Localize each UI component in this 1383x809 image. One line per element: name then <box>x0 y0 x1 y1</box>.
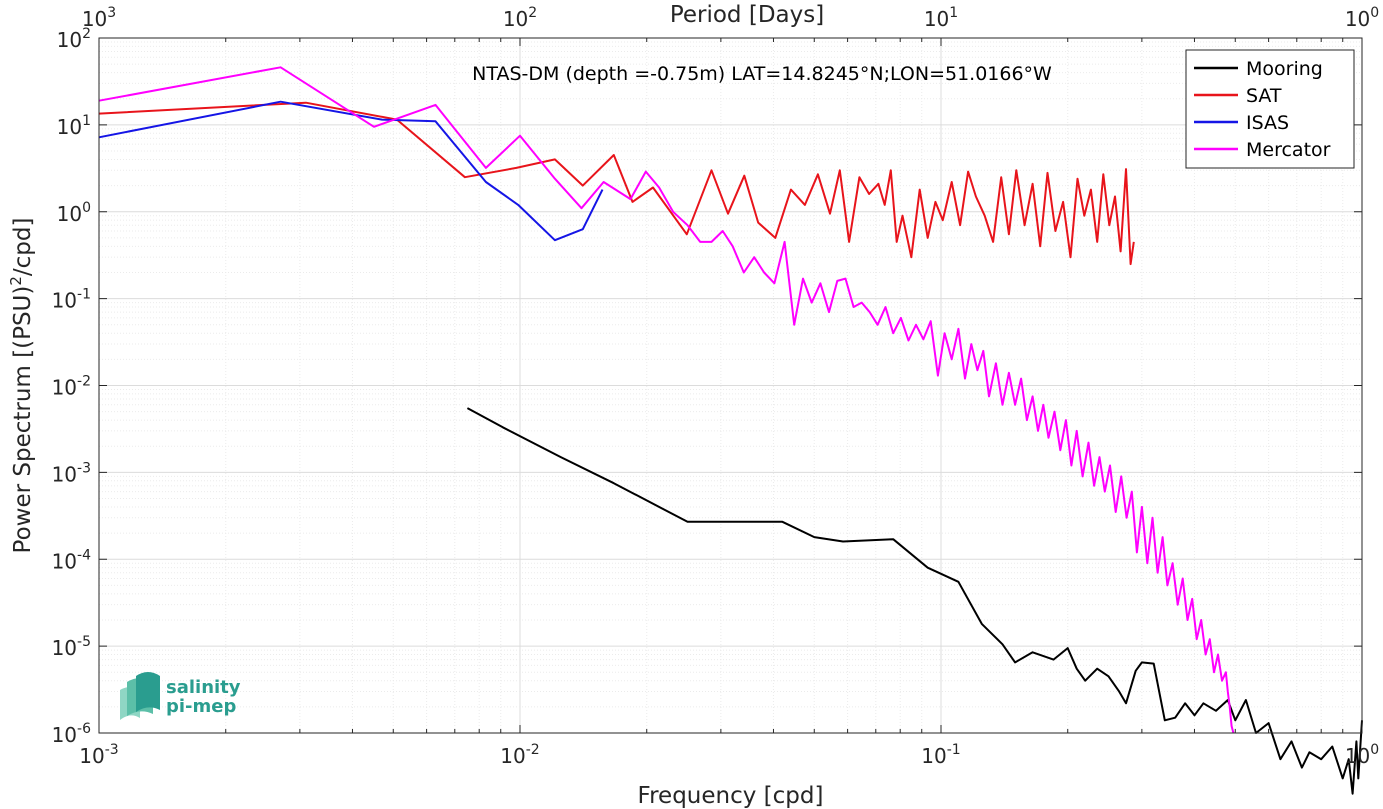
x-axis-label: Frequency [cpd] <box>638 783 824 809</box>
y-tick-label: 10-5 <box>52 634 91 660</box>
series-line-mercator <box>98 66 1235 734</box>
x-tick-label: 10-3 <box>79 742 118 768</box>
y-tick-label: 102 <box>57 26 91 52</box>
x-tick-label: 10-1 <box>921 742 960 768</box>
logo-text-line2: pi-mep <box>166 696 236 717</box>
legend-label-mooring: Mooring <box>1246 58 1323 80</box>
grid-layer <box>98 38 1362 734</box>
top-tick-label: 101 <box>924 5 958 31</box>
label-layer: Frequency [cpd] Period [Days] Power Spec… <box>7 2 1052 809</box>
salinity-pi-mep-logo: salinity pi-mep <box>120 672 241 720</box>
series-line-sat <box>98 101 1135 266</box>
top-tick-label: 100 <box>1345 5 1379 31</box>
y-tick-label: 10-6 <box>52 721 92 747</box>
series-layer <box>98 66 1363 795</box>
legend-label-mercator: Mercator <box>1246 139 1331 161</box>
y-tick-label: 10-4 <box>52 547 92 573</box>
y-tick-label: 101 <box>57 113 91 139</box>
logo-waves-icon <box>120 672 160 720</box>
x-tick-label: 100 <box>1345 742 1379 768</box>
logo-text-line1: salinity <box>166 677 241 698</box>
y-tick-label: 10-2 <box>52 374 91 400</box>
y-axis-label: Power Spectrum [(PSU)2/cpd] <box>7 218 36 554</box>
x-tick-label: 10-2 <box>500 742 539 768</box>
series-line-isas <box>98 100 604 242</box>
top-axis-label: Period [Days] <box>670 2 824 28</box>
legend-label-isas: ISAS <box>1246 112 1289 134</box>
y-tick-label: 100 <box>57 200 91 226</box>
series-line-mooring <box>466 407 1363 795</box>
chart-annotation: NTAS-DM (depth =-0.75m) LAT=14.8245°N;LO… <box>472 63 1052 85</box>
legend-label-sat: SAT <box>1246 85 1282 107</box>
y-tick-label: 10-1 <box>52 287 91 313</box>
y-tick-label: 10-3 <box>52 460 91 486</box>
top-tick-label: 102 <box>503 5 537 31</box>
legend: Mooring SAT ISAS Mercator <box>1185 49 1355 169</box>
top-tick-label: 103 <box>82 5 116 31</box>
